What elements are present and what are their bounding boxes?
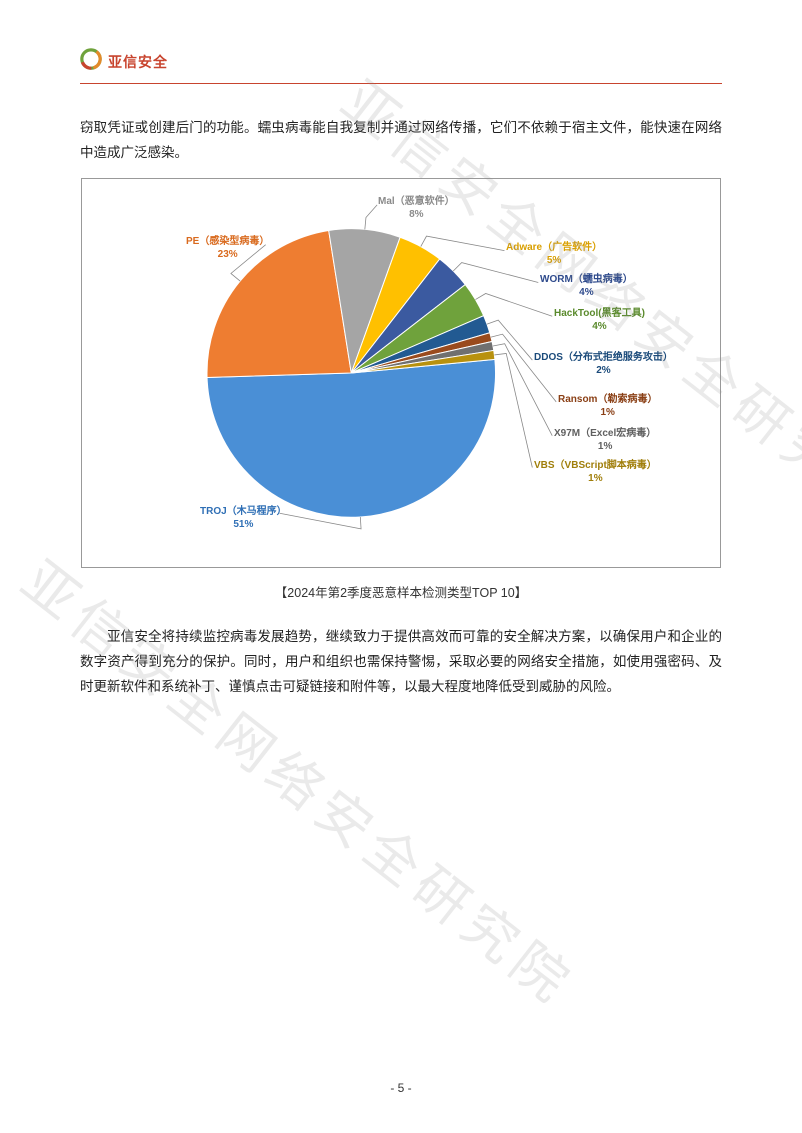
leader-line xyxy=(365,205,377,230)
paragraph-2: 亚信安全将持续监控病毒发展趋势，继续致力于提供高效而可靠的安全解决方案，以确保用… xyxy=(80,625,722,700)
page-number: - 5 - xyxy=(0,1081,802,1095)
leader-line xyxy=(421,236,505,251)
slice-label: VBS（VBScript脚本病毒）1% xyxy=(534,459,657,485)
slice-label: X97M（Excel宏病毒）1% xyxy=(554,427,656,453)
watermark-lower: 亚信安全网络安全研究院 xyxy=(8,538,594,1020)
pie-slice xyxy=(207,359,495,517)
slice-label: WORM（蠕虫病毒）4% xyxy=(540,273,633,299)
slice-label: Adware（广告软件）5% xyxy=(506,241,602,267)
slice-label: DDOS（分布式拒绝服务攻击）2% xyxy=(534,351,673,377)
document-page: 亚信安全 窃取凭证或创建后门的功能。蠕虫病毒能自我复制并通过网络传播，它们不依赖… xyxy=(0,0,802,1133)
leader-line xyxy=(494,353,532,467)
slice-label: TROJ（木马程序）51% xyxy=(200,505,287,531)
paragraph-1: 窃取凭证或创建后门的功能。蠕虫病毒能自我复制并通过网络传播，它们不依赖于宿主文件… xyxy=(80,116,722,166)
slice-label: Mal（恶意软件）8% xyxy=(378,195,455,221)
brand-name: 亚信安全 xyxy=(108,52,168,72)
brand-logo-icon xyxy=(80,48,102,75)
page-header: 亚信安全 xyxy=(80,48,722,84)
pie-chart-container: TROJ（木马程序）51% PE（感染型病毒）23% Mal（恶意软件）8% Adwa… xyxy=(81,178,721,568)
slice-label: HackTool(黑客工具)4% xyxy=(554,307,645,333)
slice-label: Ransom（勒索病毒）1% xyxy=(558,393,657,419)
chart-caption: 【2024年第2季度恶意样本检测类型TOP 10】 xyxy=(80,582,722,601)
slice-label: PE（感染型病毒）23% xyxy=(186,235,269,261)
